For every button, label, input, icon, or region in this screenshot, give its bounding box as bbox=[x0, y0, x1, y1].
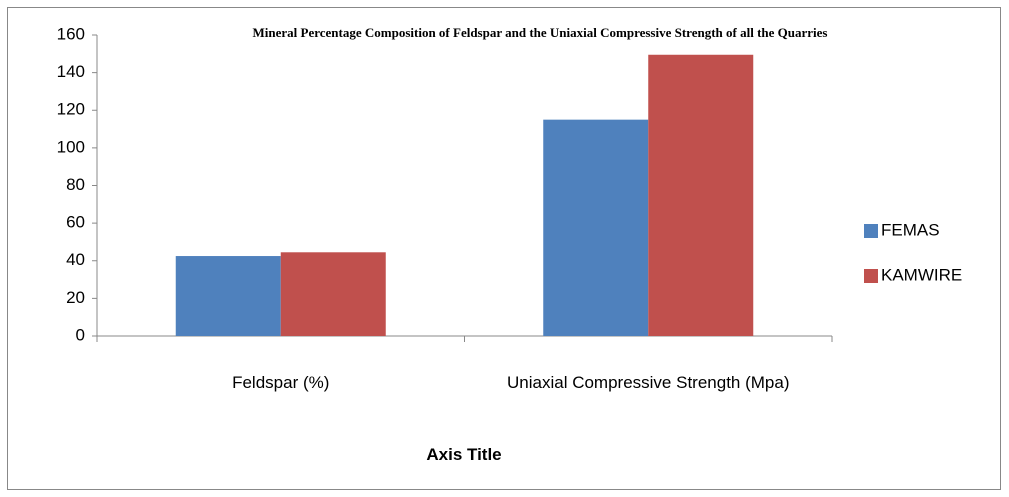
y-tick-label: 80 bbox=[66, 175, 85, 194]
bar bbox=[543, 119, 649, 336]
x-tick-label: Feldspar (%) bbox=[232, 373, 330, 392]
y-tick-label: 20 bbox=[66, 288, 85, 307]
y-tick-label: 100 bbox=[57, 137, 85, 156]
y-tick-label: 160 bbox=[57, 24, 85, 43]
chart-border bbox=[7, 7, 1001, 490]
bar bbox=[648, 54, 754, 337]
x-tick-label: Uniaxial Compressive Strength (Mpa) bbox=[507, 373, 790, 392]
x-axis-title: Axis Title bbox=[426, 445, 502, 464]
legend-swatch bbox=[864, 269, 878, 283]
legend-swatch bbox=[864, 224, 878, 238]
y-tick-label: 40 bbox=[66, 250, 85, 269]
y-tick-label: 60 bbox=[66, 213, 85, 232]
legend-label: KAMWIRE bbox=[881, 265, 962, 284]
chart-title: Mineral Percentage Composition of Feldsp… bbox=[252, 25, 828, 40]
y-tick-label: 0 bbox=[76, 325, 85, 344]
y-tick-label: 120 bbox=[57, 100, 85, 119]
legend-label: FEMAS bbox=[881, 220, 940, 239]
bar bbox=[280, 252, 386, 336]
y-tick-label: 140 bbox=[57, 62, 85, 81]
bar bbox=[175, 256, 281, 336]
